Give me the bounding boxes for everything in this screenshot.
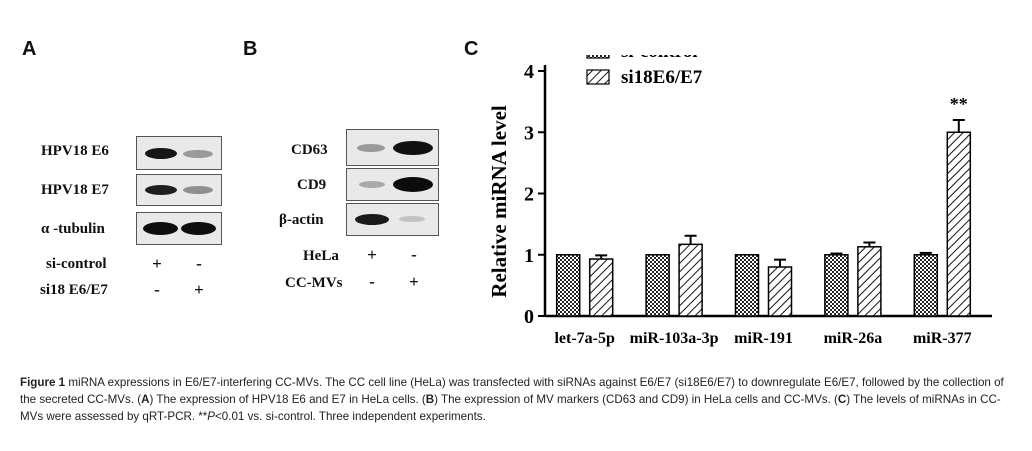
caption-p-italic: P — [207, 410, 216, 423]
caption-text-2: ) The expression of HPV18 E6 and E7 in H… — [149, 393, 426, 406]
y-tick-label: 2 — [524, 184, 534, 206]
band — [355, 214, 389, 225]
bar — [857, 246, 882, 317]
caption-label: Figure 1 — [20, 376, 66, 389]
blot-b-cd9-lane — [346, 168, 439, 201]
x-tick-label: let-7a-5p — [554, 330, 615, 347]
y-tick-label: 3 — [524, 122, 534, 144]
bar — [913, 254, 939, 317]
band — [393, 177, 433, 192]
panel-c-letter: C — [464, 38, 479, 60]
y-axis-label: Relative miRNA level — [487, 105, 511, 298]
blot-b-label-actin: β-actin — [279, 212, 324, 228]
sign-a-2-1: - — [154, 280, 160, 299]
bar — [824, 254, 849, 317]
significance-annotation: ** — [950, 94, 968, 114]
condition-b-hela: HeLa — [303, 248, 339, 264]
band — [143, 222, 178, 235]
band — [393, 141, 433, 155]
caption-text-4: ) The levels of miRNAs in CC-MVs were as… — [20, 393, 1001, 423]
bar — [767, 266, 793, 317]
blot-b-label-cd63: CD63 — [291, 142, 328, 158]
blot-a-label-e6: HPV18 E6 — [41, 143, 109, 159]
y-tick-label: 4 — [524, 61, 534, 83]
sign-b-2-1: - — [369, 272, 375, 291]
figure-caption: Figure 1 miRNA expressions in E6/E7-inte… — [20, 374, 1015, 425]
x-tick-label: miR-26a — [824, 330, 883, 347]
condition-a-si18: si18 E6/E7 — [40, 282, 108, 298]
blot-a-label-tubulin: α -tubulin — [41, 221, 105, 237]
caption-ref-b: B — [425, 393, 435, 406]
blot-a-label-e7: HPV18 E7 — [41, 182, 109, 198]
legend-swatch — [586, 69, 610, 85]
sign-a-1-2: - — [196, 254, 202, 273]
bar — [678, 243, 703, 317]
condition-a-si-control: si-control — [46, 256, 107, 272]
blot-b-actin-lane — [346, 203, 439, 236]
bar — [734, 254, 760, 317]
panel-a-letter: A — [22, 38, 37, 60]
sign-b-1-1: + — [367, 245, 377, 264]
sign-a-2-2: + — [194, 280, 204, 299]
condition-b-ccmvs: CC-MVs — [285, 275, 343, 291]
blot-a-tubulin-lane — [136, 212, 222, 245]
band — [357, 144, 385, 152]
band — [145, 185, 177, 195]
legend-label: si18E6/E7 — [621, 67, 703, 88]
x-tick-label: miR-377 — [913, 330, 972, 347]
caption-text-3: ) The expression of MV markers (CD63 and… — [434, 393, 838, 406]
blot-b-cd63-lane — [346, 129, 439, 166]
blot-a-e6-lane — [136, 136, 222, 170]
caption-text-5: <0.01 vs. si-control. Three independent … — [215, 410, 486, 423]
bar-chart: 0 1 2 3 4 Relative miRNA level let-7a-5p miR-10… — [487, 55, 992, 347]
y-tick-label: 1 — [524, 245, 534, 267]
caption-ref-a: A — [141, 393, 150, 406]
y-tick-label: 0 — [524, 306, 534, 328]
legend-swatch — [586, 55, 610, 59]
band — [183, 150, 213, 158]
bar — [555, 254, 581, 317]
x-tick-label: miR-103a-3p — [630, 330, 719, 347]
band — [181, 222, 216, 235]
caption-text-1: miRNA expressions in E6/E7-interfering C… — [20, 376, 1004, 406]
sign-a-1-1: + — [152, 254, 162, 273]
blot-b-label-cd9: CD9 — [297, 177, 327, 193]
band — [359, 181, 385, 188]
bar — [645, 254, 670, 317]
bar — [946, 131, 972, 317]
blot-a-e7-lane — [136, 174, 222, 206]
band — [183, 186, 213, 194]
sign-b-2-2: + — [409, 272, 419, 291]
caption-ref-c: C — [837, 393, 847, 406]
band — [399, 216, 425, 222]
panel-b-letter: B — [243, 38, 258, 60]
sign-b-1-2: - — [411, 245, 417, 264]
legend-label: si-control — [621, 55, 698, 62]
band — [145, 148, 177, 159]
x-tick-label: miR-191 — [734, 330, 793, 347]
bar — [588, 258, 614, 317]
